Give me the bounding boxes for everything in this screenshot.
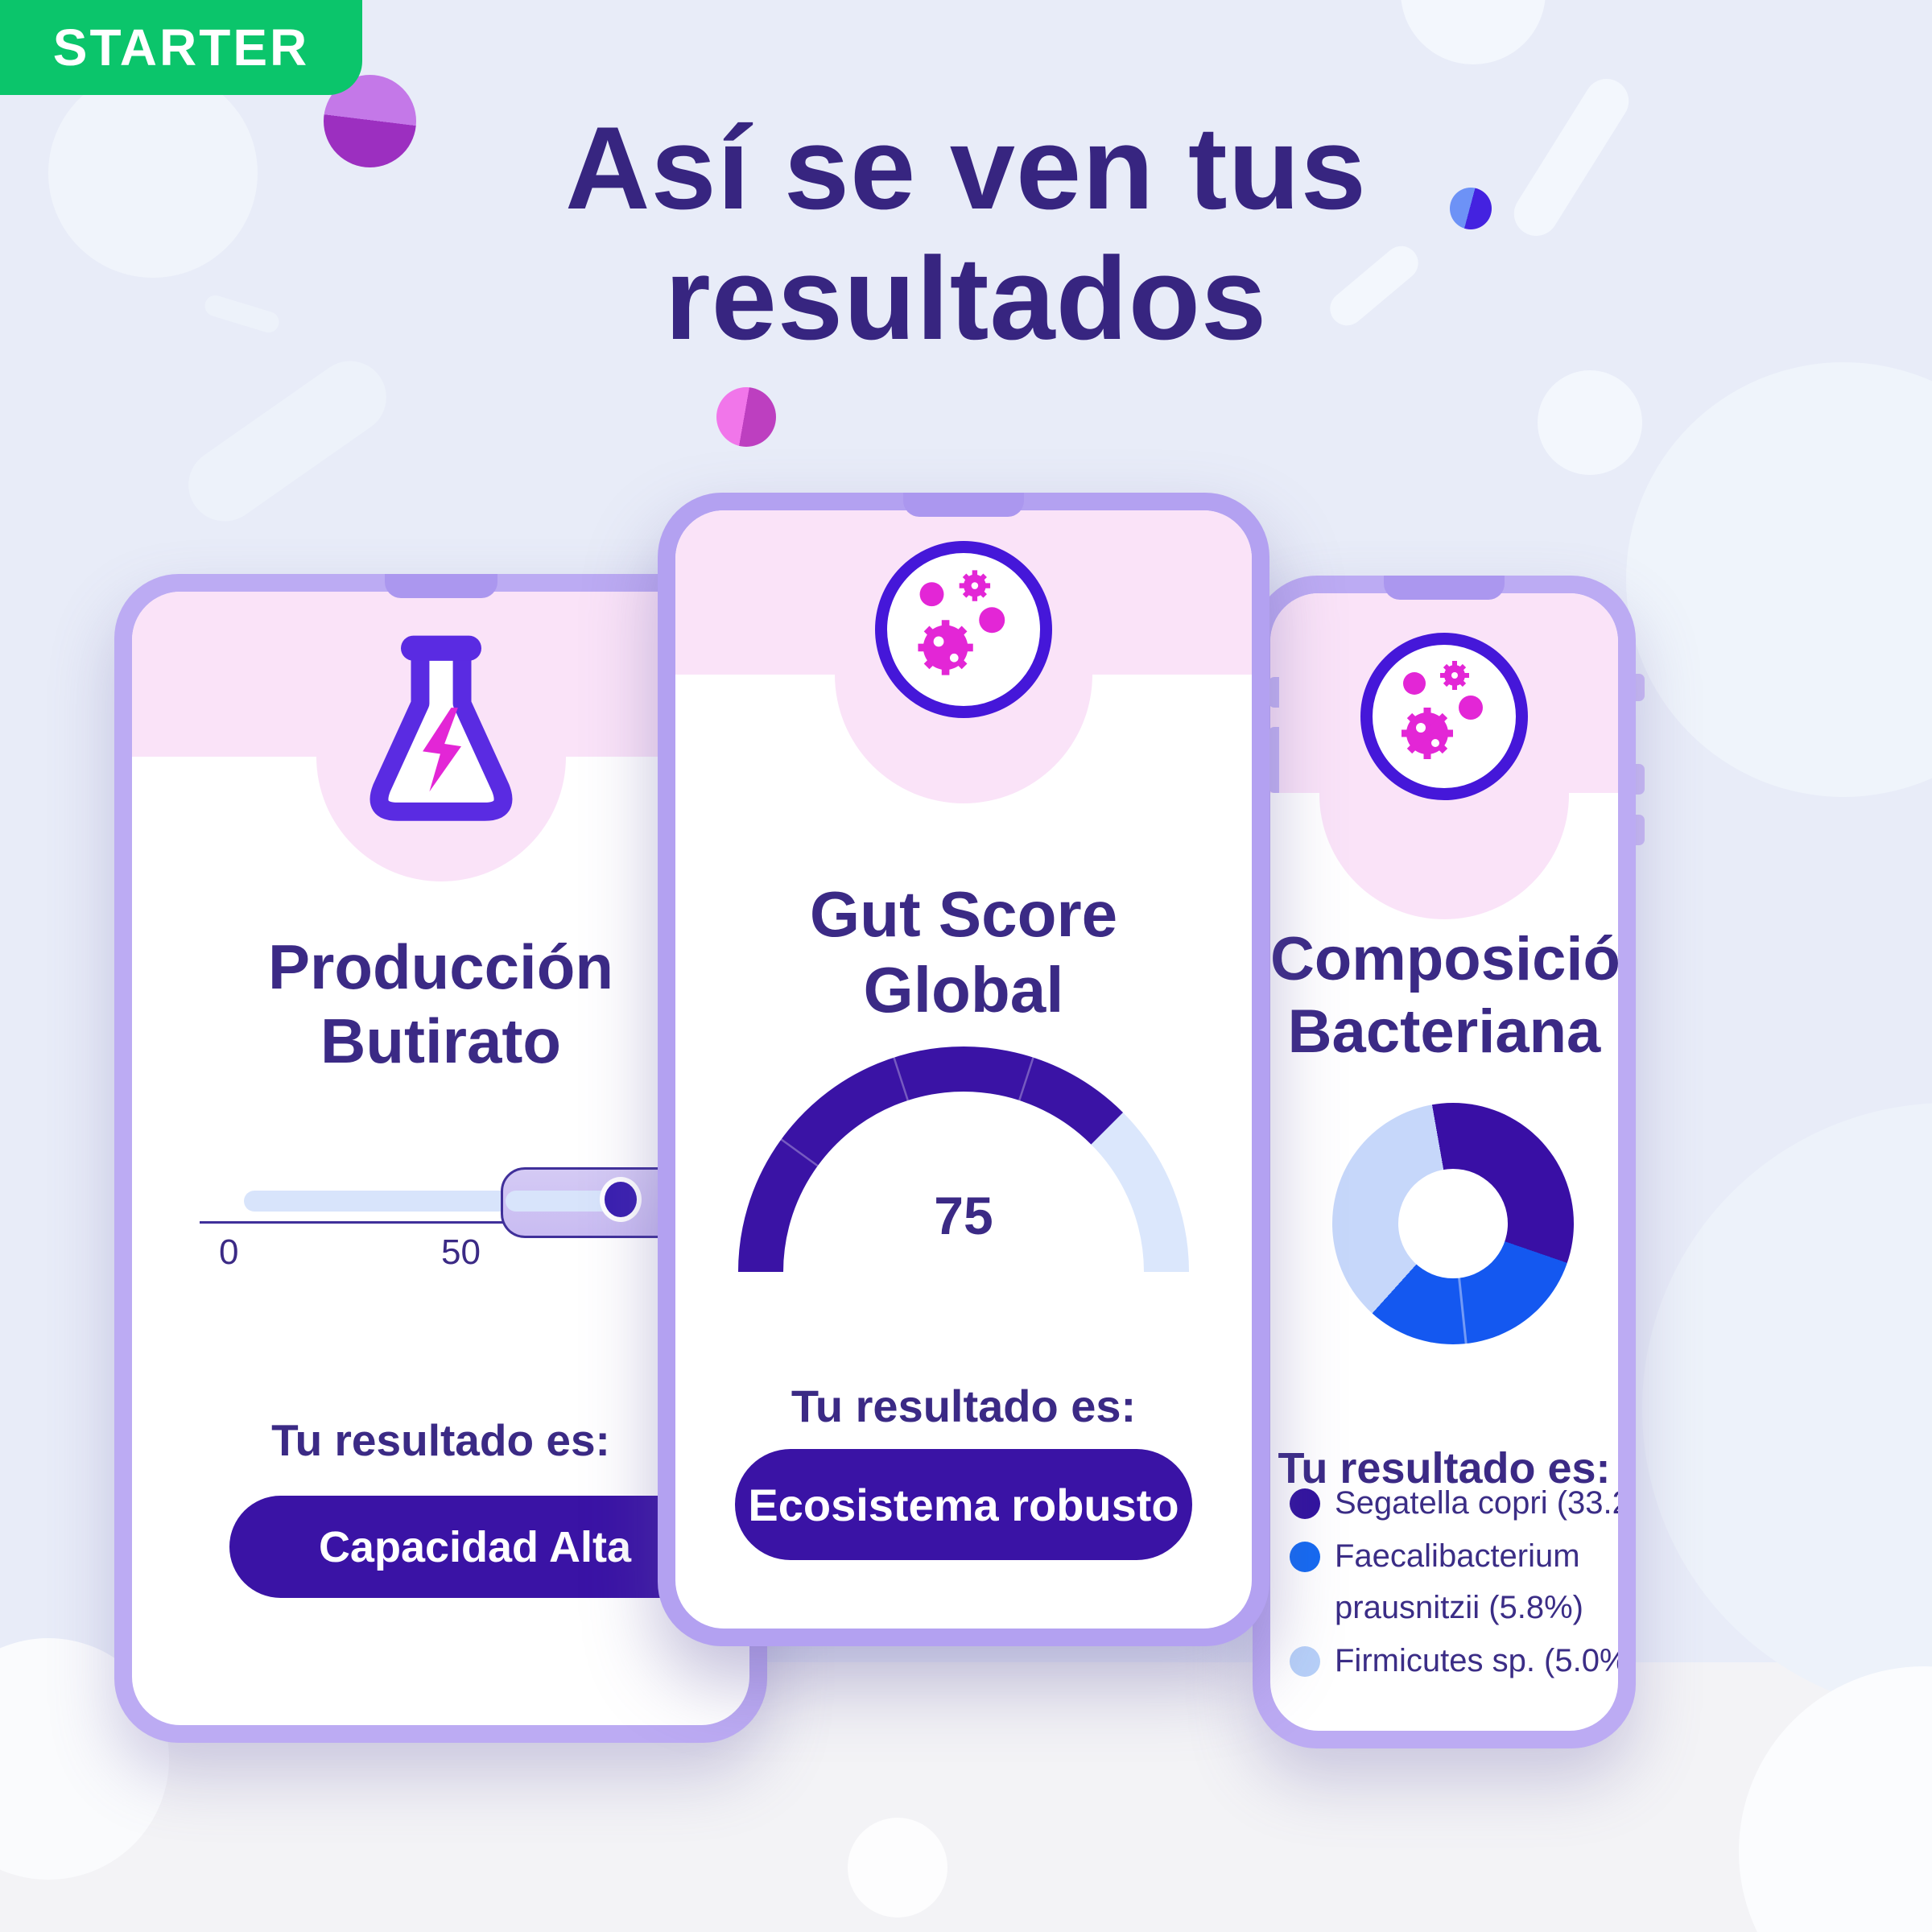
result-chip-label: Capacidad Alta: [318, 1522, 632, 1571]
page-title-line1: Así se ven tus: [565, 102, 1367, 233]
card-title-line1: Composición: [1270, 925, 1618, 993]
phone-notch: [384, 574, 497, 598]
result-chip-gut-score[interactable]: Ecosistema robusto: [735, 1449, 1192, 1560]
page-title-line2: resultados: [664, 233, 1268, 364]
phone-notch: [1384, 576, 1505, 600]
volume-up-button: [1634, 764, 1645, 795]
decor-circle: [1642, 1103, 1932, 1715]
legend-dot-blue: [1290, 1542, 1320, 1572]
phone-notch: [903, 493, 1024, 517]
legend-item: Faecalibacterium prausnitzii (5.8%): [1286, 1530, 1613, 1633]
gut-score-gauge: [738, 1038, 1189, 1284]
card-title-line2: Bacteriana: [1287, 997, 1601, 1066]
result-label: Tu resultado es:: [271, 1415, 610, 1465]
starter-badge: STARTER: [0, 0, 362, 95]
decor-circle: [48, 68, 258, 278]
slider-axis-line: [200, 1221, 723, 1224]
decor-circle: [1626, 362, 1932, 797]
card-title-line1: Producción: [267, 931, 614, 1002]
card-title-line2: Global: [863, 954, 1064, 1026]
decor-circle: [1401, 0, 1546, 64]
slider-tick-0: 0: [219, 1232, 239, 1272]
decor-circle: [1538, 370, 1642, 475]
legend-item: Segatella copri (33.2%): [1286, 1477, 1618, 1529]
decor-circle: [848, 1818, 947, 1918]
slider-knob[interactable]: [600, 1177, 642, 1222]
card-title-composition: Composición Bacteriana: [1270, 923, 1618, 1068]
slider-tick-50: 50: [441, 1232, 481, 1272]
donut-hole: [1398, 1169, 1508, 1278]
phone-butyrate-screen: Producción Butirato 0 50 Tu resultado es…: [132, 592, 749, 1725]
card-title-line1: Gut Score: [809, 878, 1118, 950]
volume-button-left: [1269, 727, 1279, 793]
result-chip-butyrate[interactable]: Capacidad Alta: [229, 1496, 720, 1598]
volume-button-left: [1269, 677, 1279, 708]
gut-score-value: 75: [934, 1186, 993, 1245]
decor-pill: [174, 346, 401, 536]
flask-lightning-icon: [345, 624, 538, 829]
phone-gut-score-screen: Gut Score Global 75 Tu resultado es: Eco…: [675, 510, 1252, 1629]
decor-two-tone-dot-blue: [1450, 188, 1492, 229]
result-label: Tu resultado es:: [1278, 1444, 1611, 1492]
power-button: [1634, 674, 1645, 701]
result-label: Tu resultado es:: [791, 1381, 1137, 1431]
bacteria-donut-chart: [1332, 1103, 1574, 1344]
card-title-gut-score: Gut Score Global: [675, 877, 1252, 1028]
card-title-line2: Butirato: [320, 1005, 561, 1076]
decor-two-tone-dot-magenta: [716, 387, 776, 447]
petri-dish-bacteria-icon: [1360, 633, 1528, 800]
result-chip-label: Ecosistema robusto: [748, 1479, 1179, 1530]
petri-dish-bacteria-icon: [875, 541, 1052, 718]
starter-badge-label: STARTER: [52, 19, 310, 76]
phone-gut-score: Gut Score Global 75 Tu resultado es: Eco…: [658, 493, 1269, 1646]
phone-composition: Composición Bacteriana Tu resultado es: …: [1253, 576, 1636, 1748]
card-title-butyrate: Producción Butirato: [132, 930, 749, 1078]
phone-composition-screen: Composición Bacteriana Tu resultado es: …: [1270, 593, 1618, 1731]
legend-item: Firmicutes sp. (5.0%): [1286, 1635, 1618, 1686]
bacteria-legend: Segatella copri (33.2%) Faecalibacterium…: [1286, 1477, 1618, 1688]
legend-dot-indigo: [1290, 1488, 1320, 1519]
legend-dot-lightblue: [1290, 1646, 1320, 1677]
volume-down-button: [1634, 815, 1645, 845]
page-title: Así se ven tus resultados: [0, 103, 1932, 364]
